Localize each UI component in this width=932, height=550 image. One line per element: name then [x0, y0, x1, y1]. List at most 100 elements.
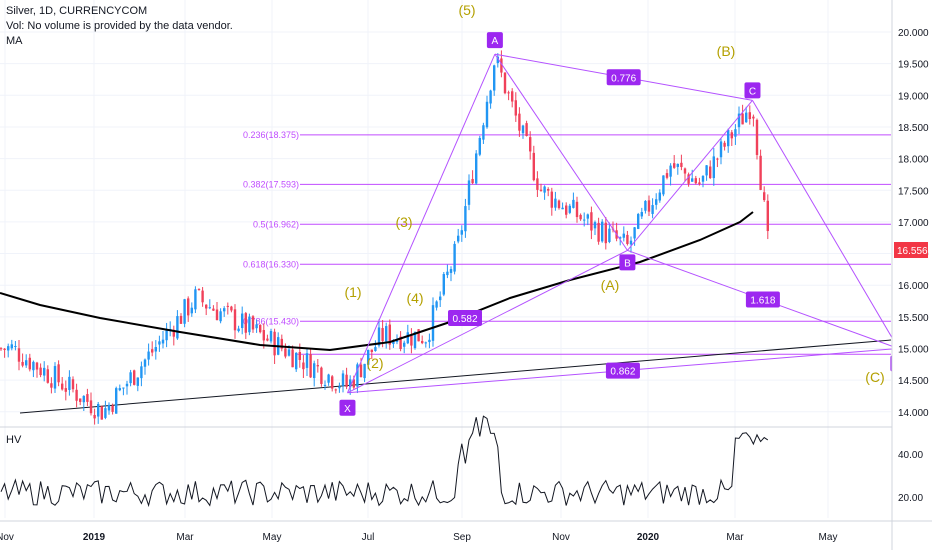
price-tick: 15.000 [898, 345, 929, 356]
candle [226, 305, 229, 307]
candle [363, 363, 366, 379]
candle [709, 166, 712, 179]
legend-ma[interactable]: MA [6, 35, 23, 47]
candle [748, 112, 751, 120]
candle [374, 347, 377, 351]
candle [539, 189, 543, 191]
candle [183, 299, 186, 324]
candle [158, 341, 161, 345]
candle [295, 352, 298, 370]
candle [244, 313, 247, 333]
candle [201, 290, 204, 303]
candle [763, 192, 766, 201]
ratio-label-box [448, 310, 482, 326]
time-tick: Mar [176, 532, 194, 543]
candle [25, 360, 28, 366]
grid [0, 0, 891, 518]
candle [428, 339, 431, 343]
candle [3, 348, 6, 351]
candle [626, 234, 629, 244]
candle [745, 112, 748, 123]
candle [86, 394, 89, 402]
candle [475, 153, 478, 184]
candle [392, 339, 395, 344]
candle [273, 331, 276, 356]
fib-label: 0.786(15.430) [243, 316, 299, 326]
price-axis-bg [892, 0, 932, 550]
candle [219, 311, 222, 322]
candle [730, 132, 733, 139]
candle [457, 235, 460, 242]
candle [478, 137, 481, 155]
moving-average [0, 211, 754, 352]
time-tick: Jul [362, 532, 375, 543]
candle [367, 349, 370, 365]
candle [737, 113, 741, 128]
fib-levels: 0.236(18.375) 0.382(17.593) 0.5(16.962) 0.6… [243, 130, 891, 355]
current-price: 16.556 [897, 246, 928, 257]
candle [593, 222, 597, 229]
candle [284, 348, 287, 357]
candle [629, 240, 633, 245]
price-tick: 18.000 [898, 155, 929, 166]
candle [496, 56, 499, 64]
time-tick: 2019 [83, 532, 106, 543]
ma-line [0, 211, 754, 352]
point-label: C [749, 86, 756, 97]
fib-label: 0.5(16.962) [253, 219, 299, 229]
candle [356, 364, 359, 387]
candle [241, 313, 244, 328]
candle [399, 336, 402, 350]
candle [637, 214, 640, 229]
hv-legend[interactable]: HV [6, 434, 22, 446]
candle [705, 165, 708, 176]
candle [280, 338, 283, 349]
candle [10, 344, 13, 349]
candle [511, 91, 514, 102]
candle [370, 349, 373, 353]
candle [687, 174, 690, 184]
candle [665, 173, 669, 178]
candle [439, 296, 442, 301]
candle [410, 334, 413, 346]
candle [741, 113, 744, 125]
legend-symbol[interactable]: Silver, 1D, CURRENCYCOM [6, 5, 148, 17]
candle [118, 388, 121, 391]
candle [550, 191, 553, 208]
candle [302, 362, 305, 370]
leg-xa [347, 53, 496, 394]
candle [381, 328, 384, 342]
candle [255, 324, 258, 329]
candle [359, 364, 363, 378]
candle [140, 366, 143, 379]
wave-label: (4) [406, 290, 423, 306]
candle [557, 200, 561, 209]
ratio-label: 0.582 [452, 314, 477, 325]
leg-bc [627, 100, 753, 251]
wave-label: (1) [344, 284, 361, 300]
candle [435, 301, 438, 308]
candle [597, 222, 600, 242]
time-tick: Nov [0, 532, 14, 543]
candle [316, 365, 319, 367]
candle [197, 288, 201, 290]
candle [233, 309, 237, 331]
candle [525, 123, 528, 136]
candle [305, 353, 309, 368]
candle [32, 361, 35, 371]
candle [61, 383, 64, 390]
candle [334, 389, 337, 391]
candle [136, 377, 139, 386]
point-label: B [624, 258, 631, 269]
price-tick: 17.000 [898, 218, 929, 229]
hv-line [0, 415, 769, 508]
ratio-label: 0.776 [611, 73, 636, 84]
candle [604, 222, 607, 244]
wave-label: (5) [458, 2, 475, 18]
candle [586, 214, 589, 219]
candle [39, 367, 42, 376]
candle [500, 58, 503, 73]
candle [71, 379, 75, 390]
leg-cd [752, 100, 899, 349]
